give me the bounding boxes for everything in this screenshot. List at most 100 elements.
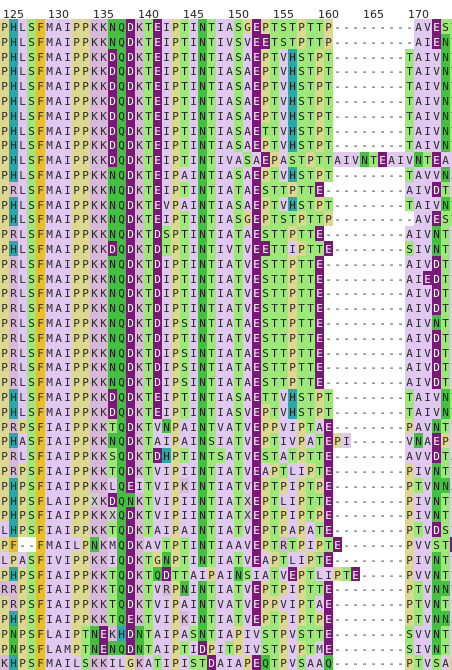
- residue-cell: P: [18, 477, 27, 496]
- residue-cell: I: [189, 122, 198, 141]
- residue-cell: T: [441, 640, 450, 659]
- residue-cell: T: [414, 611, 423, 629]
- residue-cell: P: [171, 507, 180, 526]
- residue-cell: K: [90, 551, 99, 570]
- residue-cell: P: [171, 285, 180, 304]
- residue-cell: K: [99, 63, 108, 82]
- residue-cell: -: [369, 300, 378, 319]
- residue-cell: T: [297, 152, 306, 171]
- residue-cell: M: [45, 181, 54, 200]
- residue-cell: P: [279, 522, 288, 541]
- residue-cell: -: [351, 655, 360, 670]
- residue-cell: -: [333, 196, 342, 215]
- residue-cell: P: [81, 19, 90, 37]
- residue-cell: S: [27, 492, 36, 511]
- residue-cell: P: [171, 625, 180, 644]
- residue-cell: I: [414, 329, 423, 348]
- residue-cell: A: [54, 300, 63, 319]
- residue-cell: V: [432, 63, 441, 82]
- residue-cell: P: [333, 433, 342, 452]
- residue-cell: T: [207, 344, 216, 363]
- residue-cell: I: [63, 19, 72, 37]
- residue-cell: -: [378, 611, 387, 629]
- residue-cell: P: [0, 611, 9, 629]
- residue-cell: -: [333, 344, 342, 363]
- residue-cell: T: [180, 63, 189, 82]
- residue-cell: -: [369, 93, 378, 111]
- residue-cell: R: [9, 581, 18, 600]
- residue-cell: I: [423, 107, 432, 126]
- residue-cell: P: [315, 48, 324, 67]
- residue-cell: -: [387, 448, 396, 467]
- residue-cell: V: [243, 581, 252, 600]
- residue-cell: S: [27, 477, 36, 496]
- residue-cell: E: [432, 19, 441, 37]
- residue-cell: S: [27, 152, 36, 171]
- residue-cell: T: [234, 241, 243, 259]
- residue-cell: S: [27, 359, 36, 378]
- residue-cell: T: [144, 315, 153, 333]
- residue-cell: -: [369, 418, 378, 437]
- residue-cell: -: [333, 596, 342, 615]
- residue-cell: D: [126, 33, 135, 52]
- residue-cell: N: [198, 181, 207, 200]
- residue-cell: S: [243, 152, 252, 171]
- residue-cell: -: [342, 551, 351, 570]
- residue-cell: -: [396, 93, 405, 111]
- residue-cell: I: [63, 152, 72, 171]
- residue-cell: D: [126, 625, 135, 644]
- residue-cell: T: [441, 566, 450, 585]
- residue-cell: E: [252, 255, 261, 274]
- residue-cell: P: [405, 655, 414, 670]
- residue-cell: V: [288, 625, 297, 644]
- residue-cell: L: [18, 181, 27, 200]
- residue-cell: H: [162, 448, 171, 467]
- ruler-tick-label: 160: [318, 8, 339, 21]
- residue-cell: P: [315, 611, 324, 629]
